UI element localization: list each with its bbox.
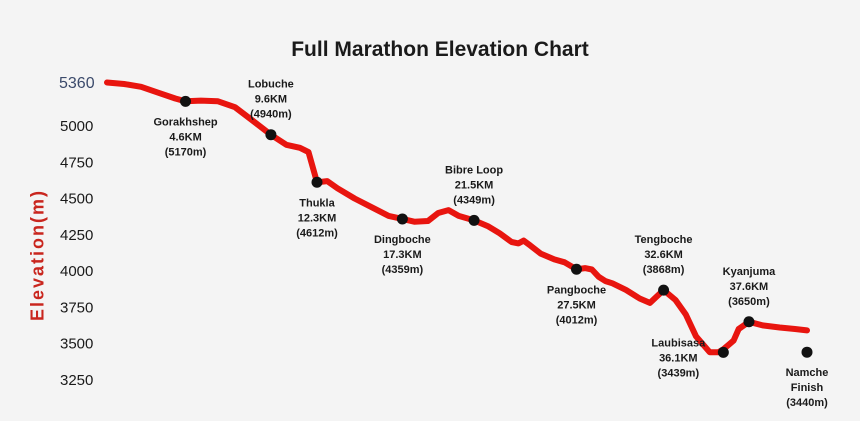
chart-title: Full Marathon Elevation Chart: [291, 38, 589, 61]
y-tick-label: 5360: [59, 75, 95, 92]
checkpoint-label: (4359m): [382, 264, 424, 276]
checkpoint-label: 17.3KM: [383, 249, 422, 261]
checkpoint-label: Kyanjuma: [723, 266, 776, 278]
checkpoint-label: 32.6KM: [644, 249, 683, 261]
checkpoint-label: Tengboche: [635, 234, 693, 246]
checkpoint-marker: [396, 213, 408, 225]
checkpoint-marker: [658, 284, 670, 296]
checkpoint-label: (3650m): [728, 296, 770, 308]
checkpoint-marker: [468, 214, 480, 226]
checkpoint-marker: [180, 95, 192, 107]
y-tick-label: 4250: [60, 227, 93, 244]
checkpoint-label: Dingboche: [374, 234, 431, 246]
checkpoint-marker: [571, 263, 583, 275]
checkpoint-marker: [265, 129, 277, 141]
checkpoint-label: Laubisasa: [651, 337, 706, 349]
y-tick-label: 4500: [60, 191, 93, 208]
y-tick-label: 3750: [60, 299, 93, 316]
checkpoint-label: Lobuche: [248, 79, 294, 91]
checkpoint-label: 4.6KM: [169, 131, 201, 143]
y-tick-label: 4000: [60, 263, 93, 280]
checkpoint-marker: [801, 346, 813, 358]
checkpoint-label: Finish: [791, 382, 824, 394]
y-tick-label: 5000: [60, 118, 93, 135]
checkpoint-labels: Gorakhshep 4.6KM (5170m) Lobuche 9.6KM (4940m…: [153, 79, 828, 410]
checkpoint-label: (3440m): [786, 397, 828, 409]
checkpoint-markers: [180, 95, 813, 358]
checkpoint-label: (4940m): [250, 109, 292, 121]
checkpoint-label: (5170m): [165, 146, 207, 158]
checkpoint-label: Gorakhshep: [153, 116, 217, 128]
checkpoint-marker: [743, 316, 755, 328]
checkpoint-label: 9.6KM: [255, 94, 287, 106]
checkpoint-marker: [311, 176, 323, 188]
checkpoint-label: 12.3KM: [298, 212, 337, 224]
y-tick-label: 3250: [60, 372, 93, 389]
checkpoint-label: (4349m): [453, 194, 495, 206]
checkpoint-label: (4612m): [296, 227, 338, 239]
y-tick-label: 4750: [60, 154, 93, 171]
checkpoint-marker: [717, 346, 729, 358]
checkpoint-label: 21.5KM: [455, 179, 494, 191]
checkpoint-label: 27.5KM: [557, 299, 596, 311]
checkpoint-label: Namche: [786, 367, 829, 379]
checkpoint-label: Bibre Loop: [445, 164, 503, 176]
checkpoint-label: (4012m): [556, 314, 598, 326]
y-axis-ticks: 3250 3500 3750 4000 4250 4500 4750 5000 5360: [59, 75, 95, 389]
checkpoint-label: Pangboche: [547, 284, 606, 296]
checkpoint-label: Thukla: [299, 197, 335, 209]
checkpoint-label: (3868m): [643, 264, 685, 276]
checkpoint-label: 37.6KM: [730, 281, 769, 293]
checkpoint-label: 36.1KM: [659, 352, 698, 364]
y-tick-label: 3500: [60, 336, 93, 353]
checkpoint-label: (3439m): [658, 367, 700, 379]
